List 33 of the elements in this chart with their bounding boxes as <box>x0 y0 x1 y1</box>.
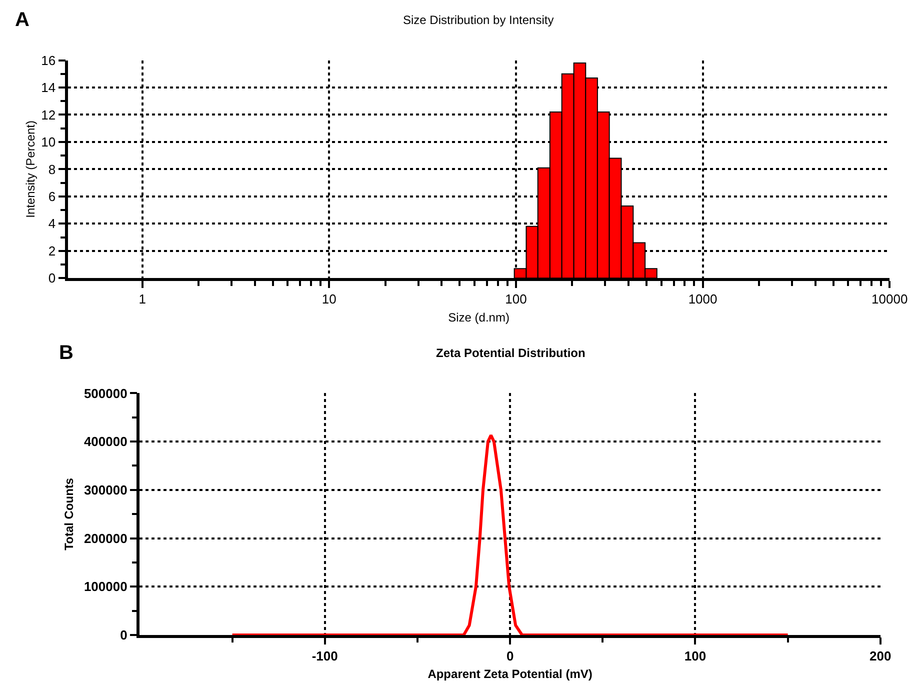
x-tick-label: -100 <box>312 648 338 664</box>
x-tick-label: 100 <box>505 291 527 306</box>
x-tick-label: 200 <box>870 648 892 664</box>
x-tick-label: 100 <box>684 648 706 664</box>
x-tick-label: 1 <box>138 291 146 306</box>
y-tick-label: 12 <box>41 107 56 122</box>
x-axis-title: Apparent Zeta Potential (mV) <box>428 667 592 682</box>
y-tick-label: 500000 <box>84 386 128 401</box>
y-tick-label: 4 <box>48 216 56 232</box>
y-tick-label: 100000 <box>84 579 128 594</box>
y-tick-label: 0 <box>120 628 128 643</box>
y-tick-label: 8 <box>48 162 56 177</box>
y-tick-label: 400000 <box>84 434 128 450</box>
y-tick-label: 10 <box>41 134 56 150</box>
y-tick-label: 200000 <box>84 530 128 546</box>
y-tick-label: 14 <box>41 80 56 96</box>
line-series <box>230 434 790 635</box>
y-tick-label: 2 <box>48 243 56 258</box>
text: A <box>15 9 30 31</box>
x-tick-label: 10 <box>322 291 336 306</box>
y-tick-label: 16 <box>41 52 56 68</box>
x-tick-label: 1000 <box>688 291 718 306</box>
x-tick-label: 0 <box>506 648 514 664</box>
y-axis-title: Total Counts <box>62 478 76 550</box>
chart-title: Zeta Potential Distribution <box>436 346 586 360</box>
x-axis-title: Size (d.nm) <box>448 310 510 324</box>
y-tick-label: 6 <box>48 188 56 204</box>
y-tick-label: 300000 <box>84 482 128 498</box>
chart-title: Size Distribution by Intensity <box>403 13 554 27</box>
y-axis-title: Intensity (Percent) <box>23 120 38 218</box>
x-tick-label: 10000 <box>872 291 908 306</box>
y-tick-label: 0 <box>48 270 56 286</box>
text: B <box>59 342 74 364</box>
